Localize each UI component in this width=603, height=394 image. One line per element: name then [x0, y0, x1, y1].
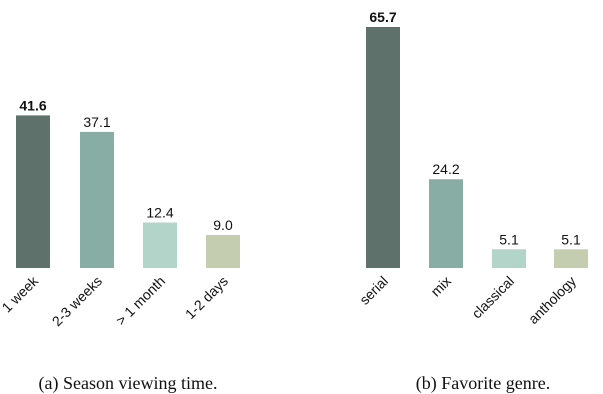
chart-favorite-genre: 65.7 serial 24.2 mix 5.1 classical 5.1 antholog…: [356, 9, 588, 327]
value-label-a-1-week: 41.6: [19, 97, 46, 113]
value-label-a-1-month: 12.4: [146, 205, 173, 221]
tick-label-b-anthology: anthology: [525, 273, 579, 327]
tick-label-a-2-3-weeks: 2-3 weeks: [49, 273, 105, 329]
caption-a: (a) Season viewing time.: [39, 373, 218, 394]
value-label-b-mix: 24.2: [432, 161, 459, 177]
tick-label-b-serial: serial: [356, 273, 391, 308]
tick-label-b-classical: classical: [468, 273, 517, 322]
bar-a-1-2-days: [206, 234, 240, 268]
caption-b: (b) Favorite genre.: [416, 373, 550, 394]
value-label-b-classical: 5.1: [499, 231, 519, 247]
bar-a-1-month: [143, 222, 177, 268]
bar-a-1-week: [16, 115, 50, 268]
bar-b-classical: [492, 249, 526, 268]
bar-b-serial: [366, 27, 400, 268]
value-label-a-1-2-days: 9.0: [213, 217, 233, 233]
tick-label-a-1-2-days: 1-2 days: [182, 273, 231, 322]
tick-label-a-1-week: 1 week: [0, 272, 42, 315]
value-label-a-2-3-weeks: 37.1: [83, 114, 110, 130]
value-label-b-serial: 65.7: [369, 9, 396, 25]
bar-b-mix: [429, 179, 463, 268]
chart-season-viewing-time: 41.6 1 week 37.1 2-3 weeks 12.4 > 1 month 9.0 1…: [0, 97, 240, 329]
value-label-b-anthology: 5.1: [561, 231, 581, 247]
bar-b-anthology: [554, 249, 588, 268]
bar-a-2-3-weeks: [80, 131, 114, 268]
tick-label-a-1-month: > 1 month: [113, 273, 169, 329]
tick-label-b-mix: mix: [427, 273, 454, 300]
